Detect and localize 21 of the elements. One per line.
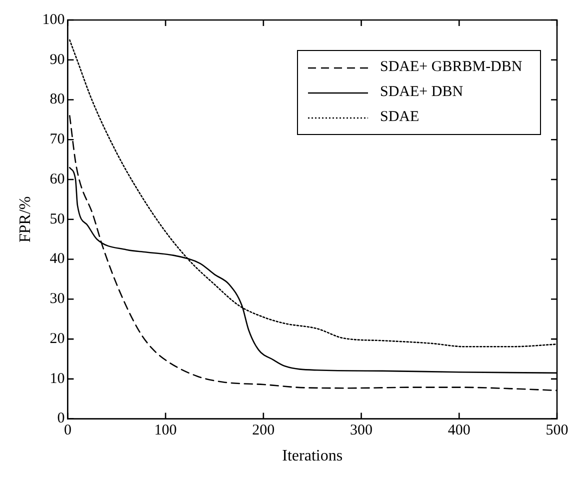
y-tick-label: 50	[50, 211, 65, 228]
x-axis-title: Iterations	[282, 448, 343, 465]
y-tick-label: 10	[50, 370, 65, 387]
y-tick-label: 0	[57, 410, 65, 427]
y-tick-label: 30	[50, 291, 65, 308]
x-tick-label: 400	[448, 422, 470, 439]
y-tick-label: 100	[42, 12, 65, 28]
y-tick-label: 40	[50, 251, 65, 268]
legend-label: SDAE+ DBN	[380, 84, 464, 101]
x-tick-label: 300	[350, 422, 373, 439]
x-tick-label: 100	[154, 422, 177, 439]
x-tick-label: 200	[252, 422, 275, 439]
y-tick-label: 20	[50, 330, 65, 347]
y-axis-title: FPR/%	[16, 196, 34, 243]
y-tick-label: 80	[50, 92, 65, 108]
legend-label: SDAE+ GBRBM-DBN	[380, 59, 524, 76]
y-tick-label: 70	[50, 132, 65, 148]
x-tick-label: 500	[546, 422, 568, 439]
y-tick-label: 60	[50, 171, 65, 188]
legend-label: SDAE	[380, 109, 420, 126]
y-tick-label: 90	[50, 52, 65, 68]
